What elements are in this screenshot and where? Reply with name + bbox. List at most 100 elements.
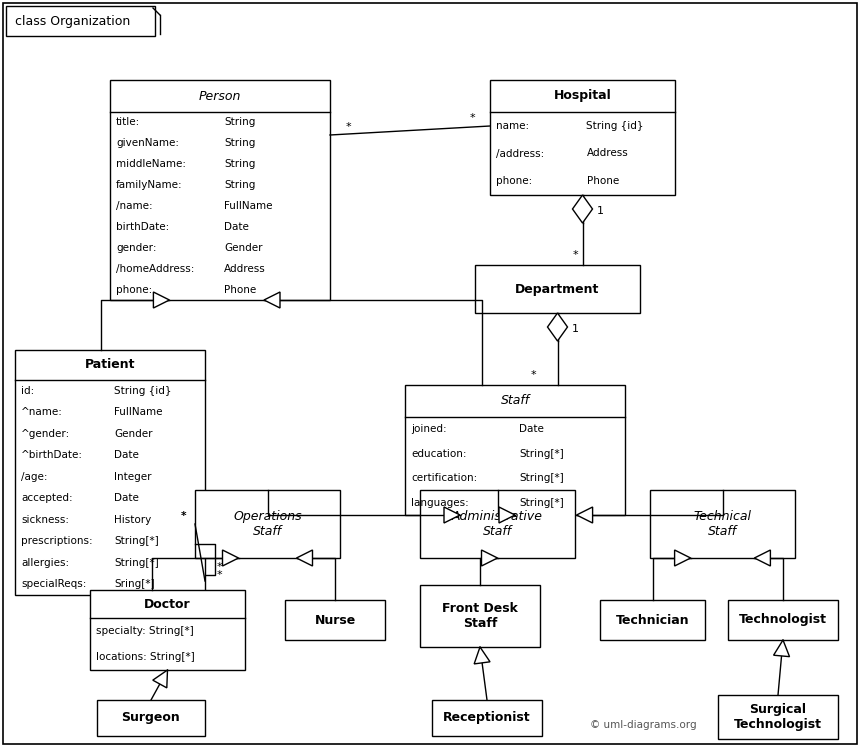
Text: FullName: FullName	[114, 407, 163, 418]
Text: 1: 1	[572, 324, 579, 334]
Text: ^gender:: ^gender:	[21, 429, 71, 438]
Text: Surgical
Technologist: Surgical Technologist	[734, 703, 822, 731]
Polygon shape	[774, 640, 789, 657]
Text: Technician: Technician	[616, 613, 690, 627]
FancyBboxPatch shape	[6, 6, 155, 36]
Text: prescriptions:: prescriptions:	[21, 536, 93, 546]
Text: *: *	[530, 370, 536, 380]
Text: familyName:: familyName:	[116, 180, 182, 190]
Bar	[405, 385, 625, 515]
Bar	[600, 600, 705, 640]
Text: specialReqs:: specialReqs:	[21, 579, 86, 589]
Bar	[650, 490, 795, 558]
Polygon shape	[499, 507, 515, 523]
Text: Gender: Gender	[114, 429, 152, 438]
Text: Technologist: Technologist	[739, 613, 827, 627]
Text: Technical
Staff: Technical Staff	[693, 510, 752, 538]
Text: © uml-diagrams.org: © uml-diagrams.org	[590, 720, 697, 730]
Text: education:: education:	[411, 449, 466, 459]
Text: Date: Date	[114, 450, 138, 460]
Text: String: String	[224, 180, 255, 190]
Text: Front Desk
Staff: Front Desk Staff	[442, 602, 518, 630]
Text: Date: Date	[519, 424, 544, 434]
Polygon shape	[754, 550, 771, 566]
Text: String[*]: String[*]	[519, 474, 564, 483]
Text: birthDate:: birthDate:	[116, 222, 169, 232]
Text: Address: Address	[587, 149, 629, 158]
Bar	[285, 600, 385, 640]
Polygon shape	[444, 507, 460, 523]
Bar	[475, 265, 640, 313]
Polygon shape	[482, 550, 497, 566]
Text: Gender: Gender	[224, 243, 262, 252]
Text: specialty: String[*]: specialty: String[*]	[96, 626, 194, 636]
Text: Surgeon: Surgeon	[121, 711, 181, 725]
Text: *: *	[216, 570, 222, 580]
Bar	[490, 80, 675, 195]
Text: /name:: /name:	[116, 201, 152, 211]
Polygon shape	[674, 550, 691, 566]
Text: 1: 1	[597, 206, 604, 216]
Text: Sring[*]: Sring[*]	[114, 579, 155, 589]
Text: Department: Department	[515, 282, 599, 296]
Text: String[*]: String[*]	[519, 498, 564, 508]
Polygon shape	[474, 647, 490, 664]
Text: String[*]: String[*]	[114, 558, 159, 568]
Text: *: *	[345, 122, 351, 132]
Bar	[15, 350, 205, 595]
Bar	[728, 600, 838, 640]
Text: languages:: languages:	[411, 498, 469, 508]
Polygon shape	[297, 550, 312, 566]
Text: class Organization: class Organization	[15, 16, 130, 28]
Text: phone:: phone:	[496, 176, 532, 186]
Text: String {id}: String {id}	[587, 121, 644, 131]
Text: String: String	[224, 159, 255, 170]
Text: /age:: /age:	[21, 472, 47, 482]
Text: Phone: Phone	[224, 285, 256, 294]
Text: Doctor: Doctor	[144, 598, 191, 610]
Polygon shape	[548, 313, 568, 341]
Bar	[90, 590, 245, 670]
Bar	[195, 490, 340, 558]
Text: id:: id:	[21, 385, 34, 396]
Text: Phone: Phone	[587, 176, 618, 186]
Text: joined:: joined:	[411, 424, 446, 434]
Bar	[718, 695, 838, 739]
Text: Integer: Integer	[114, 472, 151, 482]
Text: String {id}: String {id}	[114, 385, 171, 396]
Text: Date: Date	[114, 493, 138, 503]
Polygon shape	[153, 670, 168, 688]
Text: ^birthDate:: ^birthDate:	[21, 450, 83, 460]
Text: title:: title:	[116, 117, 140, 128]
Bar	[420, 490, 575, 558]
Text: middleName:: middleName:	[116, 159, 186, 170]
Text: accepted:: accepted:	[21, 493, 72, 503]
Bar	[110, 80, 330, 300]
Text: givenName:: givenName:	[116, 138, 179, 149]
Text: Nurse: Nurse	[315, 613, 356, 627]
Text: String[*]: String[*]	[519, 449, 564, 459]
Text: String[*]: String[*]	[114, 536, 159, 546]
Text: Person: Person	[199, 90, 241, 102]
Text: Staff: Staff	[501, 394, 530, 408]
Polygon shape	[576, 507, 593, 523]
Text: Operations
Staff: Operations Staff	[233, 510, 302, 538]
Text: History: History	[114, 515, 151, 524]
Text: FullName: FullName	[224, 201, 273, 211]
Text: String: String	[224, 117, 255, 128]
Text: *: *	[470, 113, 475, 123]
Text: *: *	[181, 511, 186, 521]
Text: Hospital: Hospital	[554, 90, 611, 102]
Text: gender:: gender:	[116, 243, 157, 252]
Text: certification:: certification:	[411, 474, 477, 483]
Polygon shape	[223, 550, 238, 566]
Text: *: *	[216, 562, 222, 572]
Bar	[432, 700, 542, 736]
Text: *: *	[573, 250, 578, 260]
Text: Address: Address	[224, 264, 266, 273]
Bar	[97, 700, 205, 736]
Text: Patient: Patient	[85, 359, 135, 371]
Text: locations: String[*]: locations: String[*]	[96, 652, 194, 662]
Polygon shape	[573, 195, 593, 223]
Text: phone:: phone:	[116, 285, 152, 294]
